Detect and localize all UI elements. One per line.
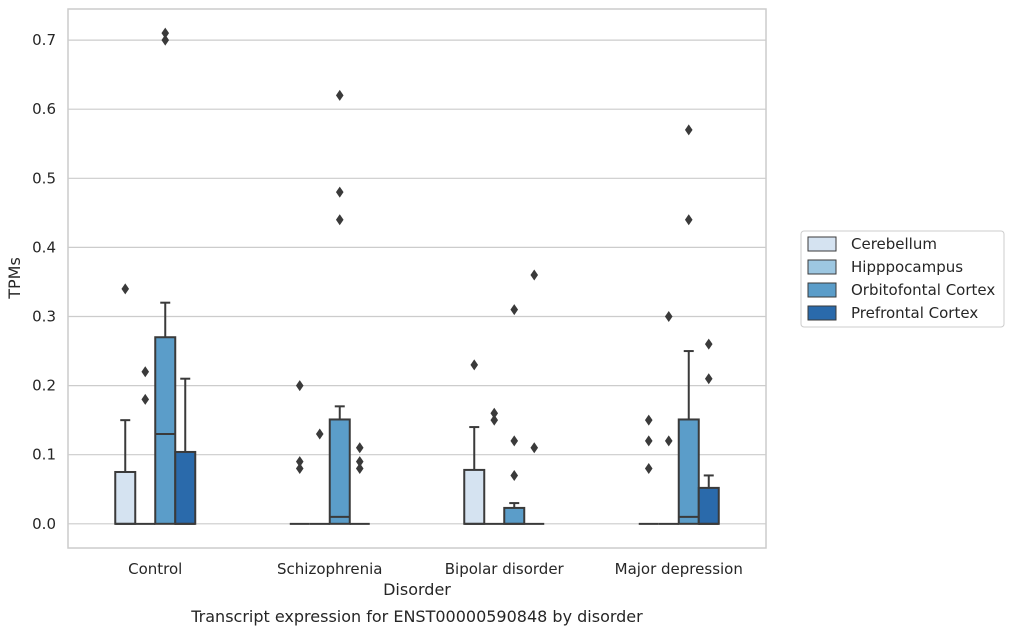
x-tick-label: Bipolar disorder	[445, 560, 565, 578]
outlier-point	[161, 27, 170, 39]
outlier-point	[490, 414, 499, 426]
outlier-point	[510, 469, 519, 481]
box-prefrontal-cortex-0	[174, 377, 197, 525]
y-axis-ticks: 0.0 0.1 0.2 0.3 0.4 0.5 0.6 0.7	[32, 31, 56, 533]
box-body	[463, 468, 486, 525]
box-cerebellum-3	[638, 414, 659, 525]
legend-swatch	[807, 305, 837, 321]
outlier-point	[704, 373, 713, 385]
box-hipppocampus-3	[658, 311, 679, 525]
outlier-point	[664, 435, 673, 447]
outlier-point	[335, 89, 344, 101]
box-body	[677, 418, 700, 525]
legend-entry-label: Orbitofontal Cortex	[851, 281, 995, 299]
plot-frame	[67, 8, 767, 549]
box-hipppocampus-2	[484, 407, 505, 525]
legend-entry-label: Hipppocampus	[851, 258, 963, 276]
box-plot-area	[114, 27, 720, 525]
y-tick-label: 0.1	[32, 446, 56, 464]
outlier-point	[141, 366, 150, 378]
outlier-point	[295, 463, 304, 475]
y-tick-label: 0.4	[32, 238, 56, 256]
x-tick-label: Major depression	[615, 560, 743, 578]
outlier-point	[644, 414, 653, 426]
outlier-point	[664, 311, 673, 323]
chart-caption: Transcript expression for ENST0000059084…	[190, 607, 643, 626]
box-prefrontal-cortex-1	[349, 442, 370, 525]
outlier-point	[121, 283, 130, 295]
outlier-point	[355, 463, 364, 475]
outlier-point	[141, 393, 150, 405]
y-axis-label: TPMs	[5, 257, 24, 300]
legend-entry-label: Prefrontal Cortex	[851, 304, 978, 322]
outlier-point	[510, 304, 519, 316]
outlier-point	[335, 214, 344, 226]
box-prefrontal-cortex-2	[524, 269, 545, 525]
box-body	[174, 450, 197, 525]
outlier-point	[704, 338, 713, 350]
box-orbitofontal-cortex-2	[503, 304, 526, 525]
box-orbitofontal-cortex-1	[328, 89, 351, 525]
outlier-point	[355, 456, 364, 468]
legend-entry-label: Cerebellum	[851, 235, 937, 253]
x-axis-label: Disorder	[383, 580, 451, 599]
outlier-point	[684, 214, 693, 226]
box-cerebellum-0	[114, 283, 137, 525]
outlier-point	[470, 359, 479, 371]
box-hipppocampus-0	[135, 366, 156, 525]
x-axis-ticks: Control Schizophrenia Bipolar disorder Majo…	[128, 560, 743, 578]
y-tick-label: 0.6	[32, 100, 56, 118]
box-cerebellum-2	[463, 359, 486, 525]
legend-swatch	[807, 282, 837, 298]
outlier-point	[355, 442, 364, 454]
legend-frame	[800, 230, 1005, 328]
y-tick-label: 0.7	[32, 31, 56, 49]
x-tick-label: Control	[128, 560, 182, 578]
outlier-point	[161, 34, 170, 46]
outlier-point	[295, 456, 304, 468]
box-body	[328, 418, 351, 525]
box-body	[114, 470, 137, 525]
y-tick-label: 0.2	[32, 377, 56, 395]
outlier-point	[644, 435, 653, 447]
legend-swatch	[807, 259, 837, 275]
x-tick-label: Schizophrenia	[277, 560, 382, 578]
legend: Cerebellum Hipppocampus Orbitofontal Corte…	[800, 230, 1005, 328]
outlier-point	[335, 186, 344, 198]
outlier-point	[315, 428, 324, 440]
box-body	[154, 336, 177, 525]
box-orbitofontal-cortex-0	[154, 27, 177, 525]
outlier-point	[530, 269, 539, 281]
box-cerebellum-1	[289, 380, 310, 525]
legend-swatch	[807, 236, 837, 252]
box-hipppocampus-1	[309, 428, 330, 525]
box-prefrontal-cortex-3	[697, 338, 720, 525]
outlier-point	[490, 407, 499, 419]
outlier-point	[644, 463, 653, 475]
y-tick-label: 0.0	[32, 515, 56, 533]
outlier-point	[295, 380, 304, 392]
box-body	[697, 486, 720, 525]
y-tick-label: 0.3	[32, 308, 56, 326]
outlier-point	[684, 124, 693, 136]
y-tick-label: 0.5	[32, 169, 56, 187]
box-orbitofontal-cortex-3	[677, 124, 700, 525]
box-body	[503, 506, 526, 525]
outlier-point	[530, 442, 539, 454]
outlier-point	[510, 435, 519, 447]
